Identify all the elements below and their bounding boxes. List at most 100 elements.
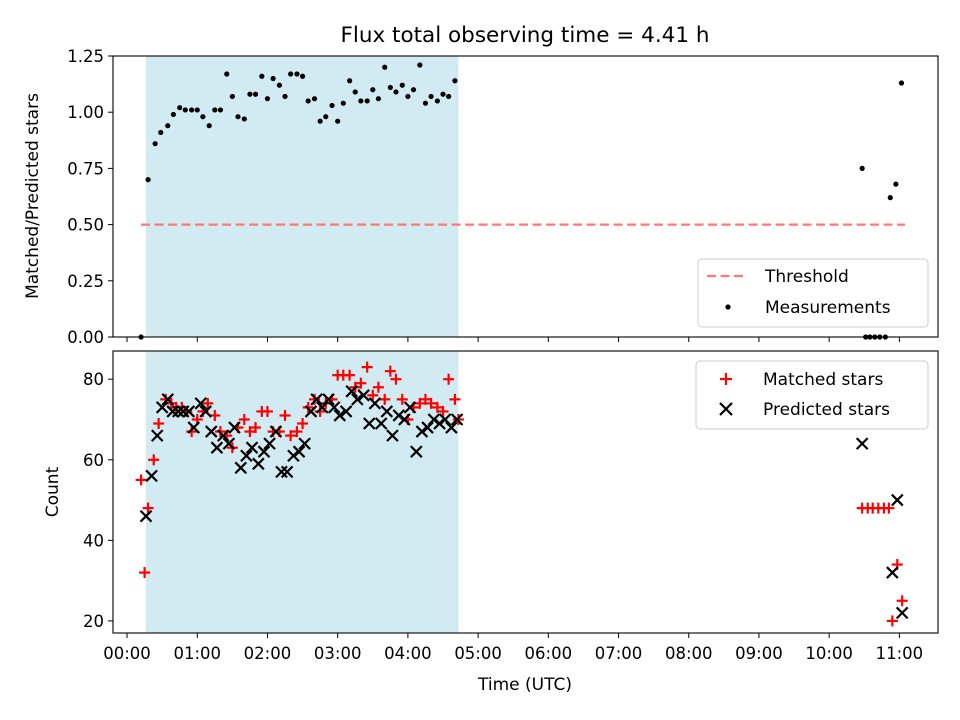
- matched-star-point: [135, 474, 147, 486]
- top-axes-frame: [112, 55, 939, 338]
- legend-matched-swatch: [720, 373, 732, 385]
- predicted-star-point: [245, 441, 259, 454]
- predicted-star-point: [240, 449, 253, 463]
- measurement-point: [364, 98, 370, 104]
- measurement-point: [288, 71, 294, 77]
- predicted-star-point: [252, 457, 265, 471]
- top-y-axis-label: Matched/Predicted stars: [23, 93, 43, 299]
- predicted-star-point: [166, 405, 179, 418]
- matched-star-point: [279, 409, 291, 421]
- measurement-point: [375, 96, 382, 102]
- predicted-star-point: [139, 509, 153, 523]
- measurement-point: [311, 96, 318, 102]
- predicted-star-point: [380, 405, 394, 418]
- measurement-point: [182, 107, 188, 113]
- matched-star-point: [443, 373, 455, 385]
- predicted-star-point: [315, 401, 329, 414]
- matched-star-point: [314, 405, 326, 417]
- matched-star-point: [202, 397, 214, 409]
- matched-star-point: [396, 393, 408, 405]
- measurement-point: [194, 107, 200, 113]
- bottom-panel: 20 40 60 80 00:00 01:00 02:00 03:00 04:00 05:00 0…: [43, 350, 939, 695]
- measurement-point: [335, 118, 341, 124]
- measurement-point: [276, 82, 283, 88]
- predicted-star-point: [304, 405, 318, 418]
- measurement-point: [859, 165, 865, 171]
- top-legend: Threshold Measurements: [697, 258, 929, 328]
- matched-star-point: [285, 430, 297, 442]
- matched-star-point: [148, 454, 160, 466]
- measurement-point: [898, 80, 905, 86]
- predicted-star-point: [438, 413, 452, 426]
- xtick-label: 08:00: [665, 644, 713, 663]
- xtick-label: 02:00: [244, 644, 292, 663]
- predicted-star-point: [280, 465, 294, 479]
- matched-star-point: [437, 405, 449, 417]
- measurement-point: [399, 82, 405, 88]
- predicted-star-point: [327, 401, 341, 414]
- measurement-point: [177, 105, 183, 111]
- predicted-star-point: [410, 445, 423, 458]
- matched-star-point: [419, 393, 431, 405]
- predicted-star-point: [199, 405, 212, 418]
- measurement-point: [358, 98, 364, 104]
- bottom-legend: Matched stars Predicted stars: [695, 360, 929, 430]
- legend-threshold-label: Threshold: [764, 267, 849, 287]
- xtick-label: 09:00: [735, 644, 783, 663]
- predicted-star-point: [292, 445, 306, 458]
- predicted-star-point: [450, 413, 464, 426]
- xtick-label: 06:00: [525, 644, 573, 663]
- predicted-star-point: [339, 405, 353, 418]
- matched-star-point: [431, 401, 443, 413]
- matched-star-point: [886, 615, 898, 627]
- predicted-star-point: [161, 393, 175, 406]
- predicted-star-point: [150, 429, 164, 442]
- measurement-point: [229, 93, 235, 100]
- predicted-star-point: [362, 417, 376, 430]
- xtick-label: 00:00: [103, 644, 151, 663]
- xtick-label: 11:00: [876, 644, 924, 663]
- predicted-star-point: [172, 405, 185, 418]
- predicted-star-point: [374, 417, 388, 430]
- predicted-star-point: [182, 405, 196, 418]
- matched-star-point: [361, 361, 373, 373]
- measurement-point: [323, 114, 329, 120]
- predicted-star-point: [357, 389, 370, 402]
- predicted-star-point: [386, 429, 399, 442]
- predicted-star-point: [310, 393, 323, 406]
- measurement-point: [305, 98, 311, 104]
- predicted-star-point: [421, 421, 434, 434]
- measurement-point: [212, 107, 218, 113]
- bottom-legend-box: [695, 360, 929, 430]
- top-ytick-label: 0.75: [67, 159, 104, 178]
- matched-star-point: [372, 381, 384, 393]
- measurement-point: [347, 78, 353, 84]
- top-ytick-label: 0.00: [67, 328, 104, 347]
- measurement-point: [299, 73, 306, 79]
- matched-star-point: [186, 426, 198, 438]
- predicted-star-point: [298, 437, 311, 450]
- predicted-star-point: [263, 437, 276, 450]
- predicted-star-point: [205, 425, 218, 438]
- predicted-star-point: [322, 393, 335, 406]
- measurement-point: [893, 181, 899, 187]
- matched-star-point: [291, 426, 303, 438]
- legend-measurements-label: Measurements: [765, 298, 891, 318]
- predicted-star-point: [427, 413, 441, 426]
- matched-star-point: [250, 422, 262, 434]
- predicted-star-point: [228, 421, 241, 434]
- top-ytick-label: 0.25: [67, 272, 104, 291]
- predicted-star-point: [895, 606, 909, 620]
- matched-star-point: [142, 502, 154, 514]
- measurement-point: [145, 177, 151, 183]
- predicted-star-point: [145, 469, 158, 483]
- top-ytick-label: 1.25: [67, 47, 104, 66]
- bottom-shaded-span: [146, 351, 459, 633]
- measurement-point: [259, 73, 265, 79]
- measurement-point: [887, 195, 893, 201]
- predicted-star-point: [194, 397, 208, 410]
- x-axis-label: Time (UTC): [477, 675, 572, 695]
- top-ytick-label: 0.50: [67, 216, 104, 235]
- predicted-star-point: [415, 425, 429, 438]
